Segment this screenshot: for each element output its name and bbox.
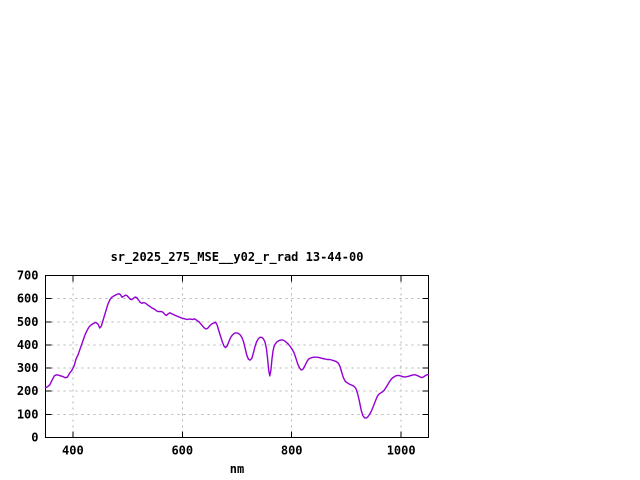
x-tick-label: 600 (171, 444, 193, 458)
plot-border (45, 275, 429, 438)
y-tick-label: 300 (17, 361, 39, 375)
y-tick-label: 500 (17, 315, 39, 329)
y-tick-label: 400 (17, 338, 39, 352)
y-tick-label: 700 (17, 269, 39, 283)
x-tick-label: 1000 (387, 444, 416, 458)
y-tick-label: 200 (17, 384, 39, 398)
y-tick-label: 100 (17, 407, 39, 421)
chart-title: sr_2025_275_MSE__y02_r_rad 13-44-00 (110, 250, 364, 264)
y-tick-label: 600 (17, 292, 39, 306)
data-line-series-0 (44, 292, 430, 419)
y-tick-label: 0 (31, 431, 38, 445)
x-tick-label: 800 (281, 444, 303, 458)
x-tick-label: 400 (62, 444, 84, 458)
x-axis-label: nm (229, 462, 245, 476)
